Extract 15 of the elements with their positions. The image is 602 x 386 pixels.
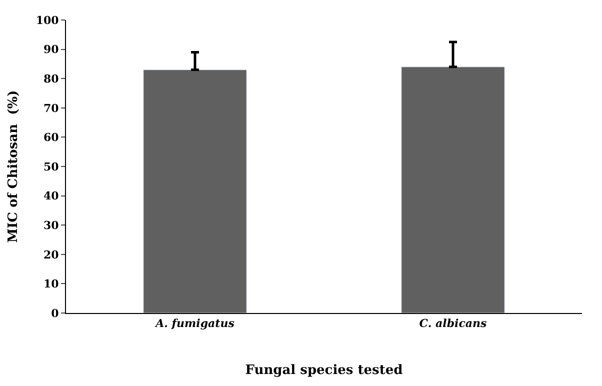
x-tick-label: C. albicans [419, 317, 487, 330]
y-tick-label: 10 [43, 278, 60, 291]
y-tick-label: 20 [43, 248, 60, 262]
y-tick-label: 40 [43, 190, 60, 203]
y-tick-label: 30 [43, 218, 60, 232]
x-tick-label: A. fumigatus [154, 317, 234, 330]
y-tick-label: 50 [43, 160, 60, 174]
x-axis-title: Fungal species tested [245, 362, 403, 378]
y-tick-label: 90 [43, 43, 60, 56]
y-tick-label: 0 [51, 306, 60, 320]
y-tick-label: 80 [43, 72, 60, 86]
y-axis-title: MIC of Chitosan (%) [6, 90, 21, 243]
y-tick-label: 100 [36, 14, 60, 27]
y-tick-label: 70 [43, 102, 60, 115]
y-tick-label: 60 [43, 131, 60, 144]
